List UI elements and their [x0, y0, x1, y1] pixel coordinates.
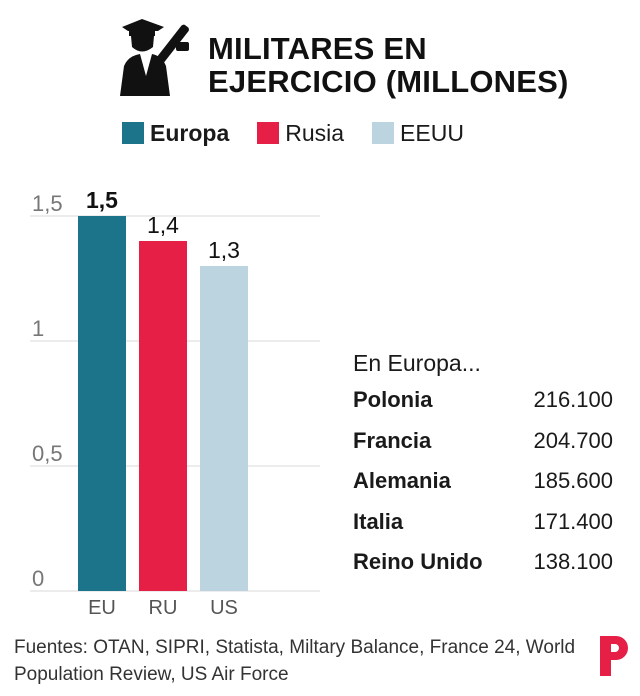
bar-eu [78, 216, 126, 591]
sources-text: Fuentes: OTAN, SIPRI, Statista, Miltary … [14, 637, 576, 685]
title-line-2: EJERCICIO (MILLONES) [208, 64, 569, 99]
legend-item-europa: Europa [122, 120, 229, 147]
data-label: 1,4 [147, 212, 179, 238]
y-tick-label: 1 [32, 316, 44, 341]
table-row: Polonia 216.100 [353, 380, 613, 421]
table-country: Alemania [353, 468, 451, 493]
legend-label-rusia: Rusia [285, 119, 345, 146]
table-value: 204.700 [533, 427, 613, 453]
table-row: Alemania 185.600 [353, 461, 613, 502]
table-value: 171.400 [533, 508, 613, 534]
x-tick-label: EU [88, 597, 116, 619]
y-tick-label: 0 [32, 566, 44, 591]
table-country: Polonia [353, 387, 433, 412]
title-line-1: MILITARES EN [208, 31, 427, 66]
x-tick-label: US [210, 597, 238, 619]
legend-swatch-europa [122, 122, 144, 144]
bar-chart: 0 0,5 1 1,5 1,5 EU 1,4 RU 1,3 US [30, 187, 320, 619]
legend-swatch-eeuu [372, 122, 395, 144]
legend-label-eeuu: EEUU [400, 119, 464, 146]
table-title: En Europa... [353, 350, 481, 376]
y-tick-label: 0,5 [32, 441, 63, 466]
bar-ru [139, 241, 187, 591]
legend-label-europa: Europa [150, 119, 230, 146]
x-tick-label: RU [149, 597, 178, 619]
table-country: Francia [353, 427, 432, 453]
europe-table: En Europa... Polonia 216.100 Francia 204.7… [353, 346, 613, 583]
y-tick-label: 1,5 [32, 191, 63, 216]
table-row: Reino Unido 138.100 [353, 542, 613, 583]
table-row: Francia 204.700 [353, 421, 613, 462]
legend-swatch-rusia [257, 122, 280, 144]
soldier-icon [120, 19, 189, 96]
chart-title: MILITARES EN EJERCICIO (MILLONES) [208, 32, 569, 98]
legend: Europa Rusia EEUU [122, 118, 492, 148]
table-value: 185.600 [533, 468, 613, 493]
data-label: 1,3 [208, 237, 240, 263]
table-country: Reino Unido [353, 549, 483, 574]
table-row: Italia 171.400 [353, 502, 613, 543]
header: MILITARES EN EJERCICIO (MILLONES) [118, 18, 598, 108]
data-label: 1,5 [86, 187, 118, 213]
publico-p-logo [600, 636, 628, 676]
legend-item-eeuu: EEUU [372, 120, 464, 147]
table-value: 138.100 [533, 549, 613, 574]
legend-item-rusia: Rusia [257, 120, 344, 147]
bar-us [200, 266, 248, 591]
table-country: Italia [353, 508, 404, 534]
table-value: 216.100 [533, 387, 613, 412]
